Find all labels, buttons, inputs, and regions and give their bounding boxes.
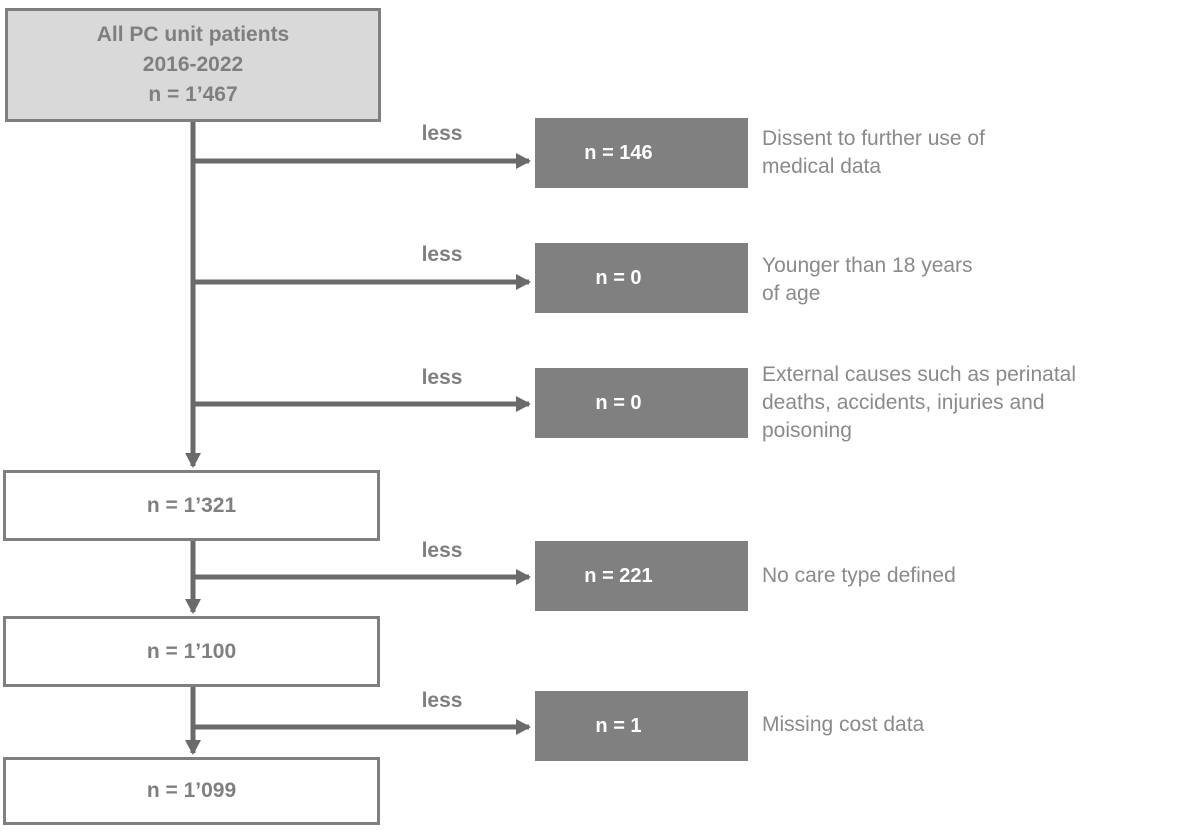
stage-box-1099: n = 1’099 — [3, 757, 380, 825]
exclusion-box-1: n = 146 — [535, 118, 748, 188]
exclusion-reason-5: Missing cost data — [762, 713, 925, 736]
stage-box-1100-label: n = 1’100 — [146, 639, 237, 663]
exclusion-box-5-count: n = 1 — [595, 714, 642, 737]
less-label-2: less — [421, 243, 463, 266]
exclusion-reason-1: Dissent to further use of medical data — [762, 127, 985, 178]
stage-box-1321: n = 1’321 — [3, 470, 380, 541]
exclusion-box-3: n = 0 — [535, 368, 748, 438]
exclusion-reason-3: External causes such as perinatal deaths… — [762, 363, 1077, 442]
source-box-years: 2016-2022 — [142, 53, 244, 76]
less-label-4: less — [421, 539, 463, 562]
source-box-title: All PC unit patients — [96, 23, 290, 46]
stage-box-1099-label: n = 1’099 — [146, 779, 237, 802]
stage-box-1100: n = 1’100 — [3, 616, 380, 687]
exclusion-box-2: n = 0 — [535, 243, 748, 313]
stage-box-1321-label: n = 1’321 — [146, 493, 237, 517]
exclusion-reason-2: Younger than 18 years of age — [762, 254, 973, 305]
exclusion-box-1-count: n = 146 — [584, 141, 653, 164]
exclusion-box-2-count: n = 0 — [595, 266, 642, 289]
less-label-1: less — [421, 122, 463, 145]
exclusion-box-3-count: n = 0 — [595, 391, 642, 414]
less-label-5: less — [421, 689, 463, 712]
exclusion-box-5: n = 1 — [535, 691, 748, 761]
exclusion-box-4-count: n = 221 — [584, 564, 653, 587]
source-box: All PC unit patients 2016-2022 n = 1’467 — [5, 8, 381, 122]
exclusion-reason-4: No care type defined — [762, 564, 956, 587]
less-label-3: less — [421, 366, 463, 389]
exclusion-box-4: n = 221 — [535, 541, 748, 611]
source-box-count: n = 1’467 — [148, 83, 238, 106]
